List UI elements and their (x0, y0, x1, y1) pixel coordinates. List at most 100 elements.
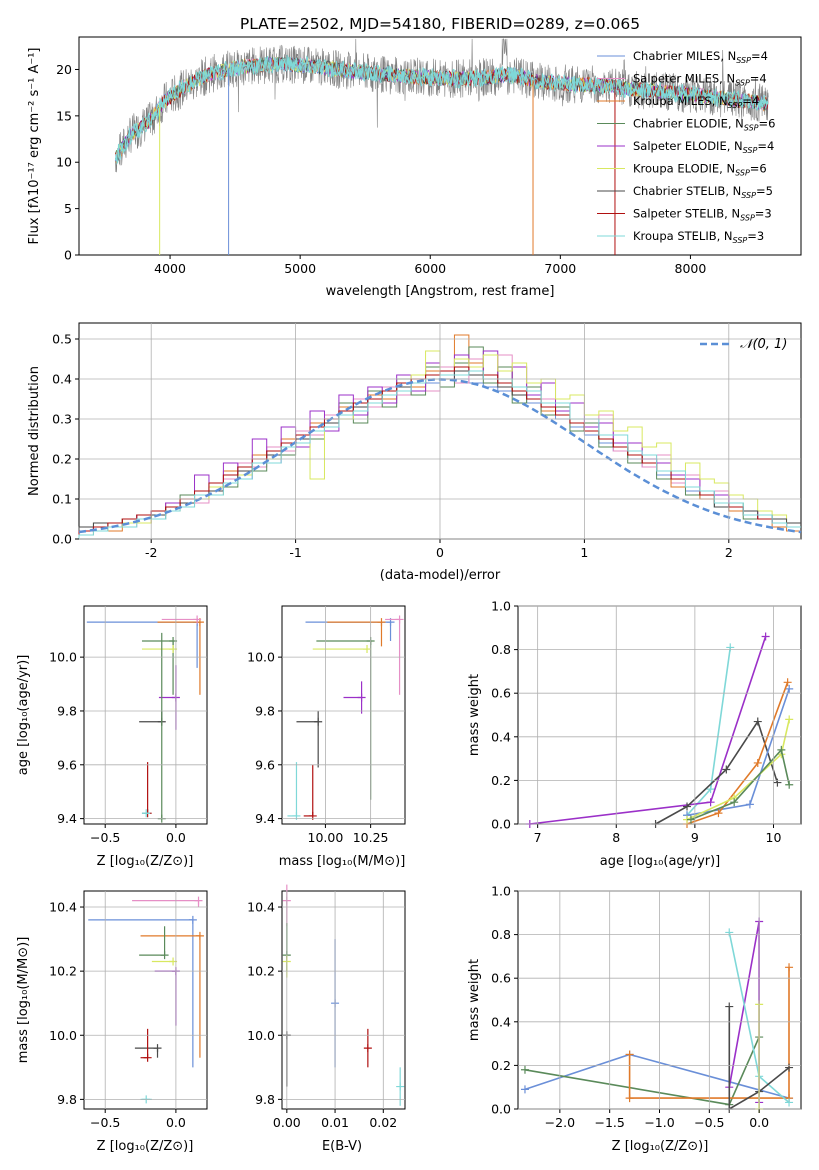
y-tick-label: 9.4 (57, 811, 77, 826)
data-point-marker (722, 765, 731, 774)
x-tick-label: 0.0 (749, 1115, 769, 1130)
x-tick-label: 0.0 (166, 830, 186, 845)
y-tick-label: 10.2 (247, 964, 275, 979)
x-tick-label: 10 (766, 830, 782, 845)
data-point-marker (686, 815, 695, 824)
y-tick-label: 9.6 (255, 757, 275, 772)
legend-label: Chabrier ELODIE, NSSP=6 (633, 117, 775, 133)
x-tick-label: 10.25 (353, 830, 389, 845)
age-vs-z-axes-frame (83, 605, 208, 825)
y-axis-label: age [log₁₀(age/yr)] (16, 655, 31, 776)
x-tick-label: −2.0 (545, 1115, 575, 1130)
data-point-marker (783, 678, 792, 687)
data-point-marker (706, 798, 715, 807)
y-axis-label: mass [log₁₀(M/M⊙)] (16, 937, 31, 1064)
x-tick-label: 6000 (414, 261, 446, 276)
y-tick-label: 0 (64, 248, 72, 263)
x-tick-label: -1 (289, 545, 301, 560)
data-point-marker (395, 615, 404, 624)
data-point-marker (363, 1044, 372, 1053)
x-tick-label: 8000 (675, 261, 707, 276)
series-line (690, 748, 790, 821)
data-point-marker (706, 785, 715, 794)
mass-weight-vs-z-lines (520, 917, 794, 1113)
data-point-marker (683, 802, 692, 811)
data-point-marker (714, 809, 723, 818)
y-tick-label: 15 (56, 108, 72, 123)
y-tick-label: 5 (64, 201, 72, 216)
mass-weight-vs-age-axes-frame (517, 605, 802, 825)
mass-vs-metallicity-panel: −0.5 0.0 9.8 10.0 10.2 10.4 Z [log₁₀(Z/Z⊙)] m… (16, 890, 208, 1154)
mass-weight-vs-z-ticks: −2.0 −1.5 −1.0 −0.5 0.0 0.0 0.2 0.4 0.6 0.8 1.0 (491, 884, 801, 1130)
y-tick-label: 9.4 (255, 811, 275, 826)
y-tick-label: 0.5 (52, 332, 72, 347)
legend-label: Kroupa MILES, NSSP=4 (633, 94, 759, 110)
y-tick-label: 10.0 (49, 1028, 77, 1043)
x-tick-label: 9 (691, 830, 699, 845)
mass-vs-ebv-axes-frame (281, 890, 406, 1110)
data-point-marker (160, 951, 169, 960)
y-tick-label: 10.4 (49, 900, 77, 915)
data-point-marker (725, 928, 734, 937)
x-tick-label: 7 (534, 830, 542, 845)
data-point-marker (753, 758, 762, 767)
data-point-marker (726, 643, 735, 652)
data-point-marker (785, 684, 794, 693)
legend-label: Kroupa STELIB, NSSP=3 (633, 229, 764, 245)
y-tick-label: 0.6 (491, 686, 511, 701)
x-tick-label: -2 (145, 545, 157, 560)
mass-vs-ebv-panel: 0.00 0.01 0.02 9.8 10.0 10.2 10.4 E(B-V) (247, 884, 406, 1154)
y-tick-label: 1.0 (491, 884, 511, 899)
data-point-marker (625, 1094, 634, 1103)
age-vs-mass-panel: 10.00 10.25 9.4 9.6 9.8 10.0 mass [log₁₀(M/M⊙… (247, 605, 406, 869)
x-axis-label: (data-model)/error (380, 568, 501, 583)
series-line (686, 682, 789, 825)
y-tick-label: 9.8 (255, 1092, 275, 1107)
age-vs-mass-ticks: 10.00 10.25 9.4 9.6 9.8 10.0 (247, 606, 405, 845)
x-axis-label: Z [log₁₀(Z/Z⊙)] (97, 1139, 194, 1154)
x-tick-label: 7000 (544, 261, 576, 276)
x-tick-label: −0.5 (90, 830, 120, 845)
y-tick-label: 0.3 (52, 412, 72, 427)
x-tick-label: 0.01 (321, 1115, 349, 1130)
mass-weight-vs-z-panel: −2.0 −1.5 −1.0 −0.5 0.0 0.0 0.2 0.4 0.6 0.8 1.0 Z … (467, 884, 802, 1154)
spectrum-legend: Chabrier MILES, NSSP=4 Salpeter MILES, NS… (597, 49, 775, 245)
data-point-marker (377, 618, 386, 627)
y-tick-label: 0.4 (52, 372, 72, 387)
x-axis-label: Z [log₁₀(Z/Z⊙)] (97, 854, 194, 869)
series-line (529, 636, 767, 825)
x-tick-label: 5000 (284, 261, 316, 276)
data-point-marker (777, 745, 786, 754)
legend-label: Kroupa ELODIE, NSSP=6 (633, 162, 767, 178)
data-point-marker (396, 1082, 405, 1091)
y-tick-label: 0.8 (491, 927, 511, 942)
y-tick-label: 0.0 (491, 1102, 511, 1117)
data-point-marker (188, 915, 197, 924)
data-point-marker (193, 615, 202, 624)
mass-vs-ebv-points (282, 884, 405, 1106)
y-tick-label: 0.2 (52, 452, 72, 467)
series-line (686, 647, 732, 816)
x-tick-label: 1 (580, 545, 588, 560)
chart-title: PLATE=2502, MJD=54180, FIBERID=0289, z=0… (240, 15, 640, 33)
y-tick-label: 9.8 (57, 1092, 77, 1107)
legend-label: Chabrier STELIB, NSSP=5 (633, 184, 773, 200)
data-point-marker (730, 798, 739, 807)
x-tick-label: 10.00 (308, 830, 344, 845)
mass-vs-z-axes-frame (83, 890, 208, 1110)
mass-weight-vs-age-panel: 7 8 9 10 0.0 0.2 0.4 0.6 0.8 1.0 age [log₁₀(age/y… (467, 599, 802, 869)
residual-histogram-panel: -2 -1 0 1 2 0.0 0.1 0.2 0.3 0.4 0.5 (data-model)/e… (27, 322, 802, 583)
y-axis-label: mass weight (467, 674, 482, 756)
mass-weight-vs-age-lines (525, 632, 794, 828)
y-tick-label: 10 (56, 155, 72, 170)
y-tick-label: 0.2 (491, 1058, 511, 1073)
x-axis-label: E(B-V) (322, 1139, 362, 1154)
age-vs-z-ticks: −0.5 0.0 9.4 9.6 9.8 10.0 (49, 606, 207, 845)
y-tick-label: 0.0 (52, 532, 72, 547)
y-tick-label: 20 (56, 62, 72, 77)
x-axis-label: Z [log₁₀(Z/Z⊙)] (612, 1139, 709, 1154)
data-point-marker (773, 778, 782, 787)
y-tick-label: 0.1 (52, 492, 72, 507)
y-tick-label: 10.4 (247, 900, 275, 915)
y-tick-label: 0.4 (491, 1014, 511, 1029)
